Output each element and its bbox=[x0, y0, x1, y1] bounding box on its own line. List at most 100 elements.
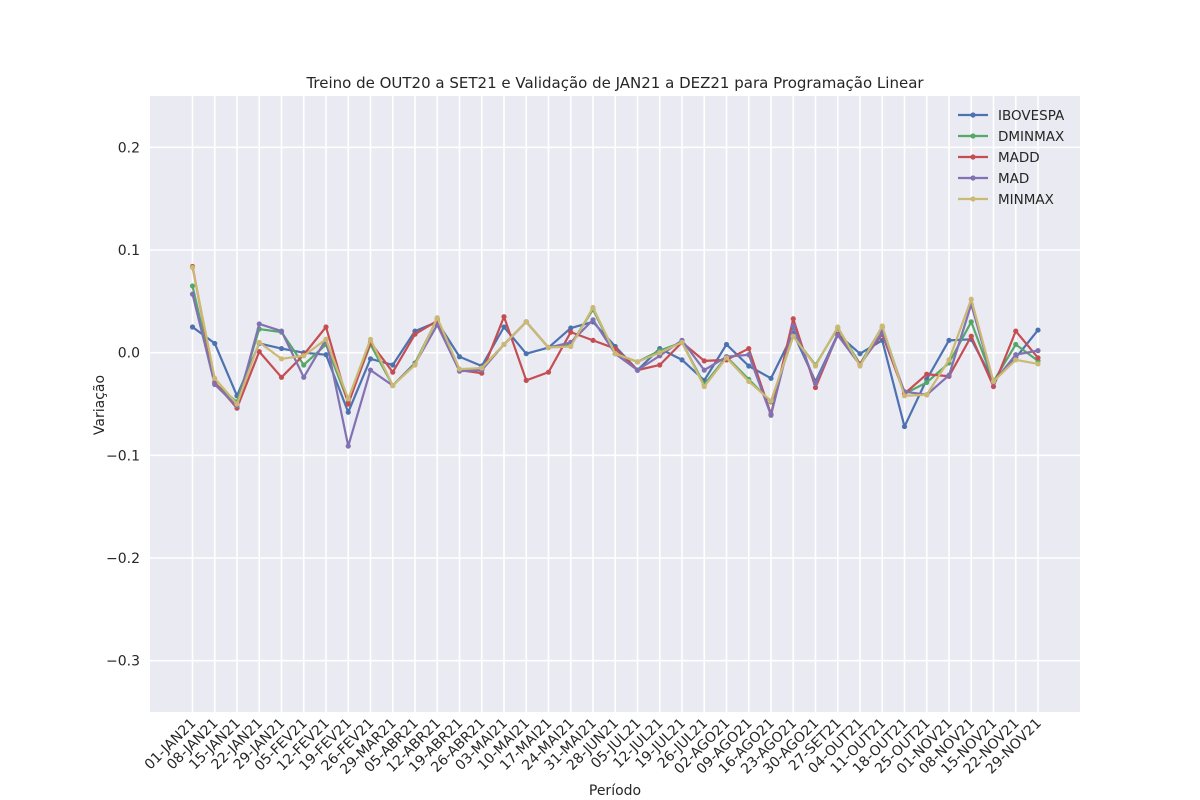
y-tick-label: 0.0 bbox=[118, 346, 140, 362]
data-point bbox=[278, 328, 285, 334]
data-point bbox=[345, 401, 351, 407]
legend-label: MADD bbox=[998, 150, 1040, 166]
data-point bbox=[812, 380, 819, 387]
data-point bbox=[768, 375, 774, 381]
data-point bbox=[768, 398, 774, 404]
data-point bbox=[946, 337, 952, 343]
y-tick-label: −0.3 bbox=[106, 654, 140, 670]
legend-label: MAD bbox=[998, 171, 1029, 187]
legend-marker bbox=[970, 175, 976, 181]
legend-label: MINMAX bbox=[998, 192, 1054, 208]
data-point bbox=[968, 319, 974, 325]
data-point bbox=[212, 340, 218, 347]
data-point bbox=[301, 353, 307, 359]
data-point bbox=[301, 362, 307, 368]
data-point bbox=[234, 401, 240, 407]
data-point bbox=[857, 351, 863, 357]
data-point bbox=[568, 329, 574, 335]
legend-marker bbox=[970, 154, 976, 160]
data-point bbox=[412, 362, 418, 368]
x-axis-ticks: 01-JAN2108-JAN2115-JAN2122-JAN2129-JAN21… bbox=[142, 716, 1045, 778]
y-tick-label: 0.1 bbox=[118, 243, 140, 259]
data-point bbox=[479, 365, 485, 371]
legend-label: DMINMAX bbox=[998, 129, 1064, 145]
data-point bbox=[924, 371, 930, 377]
series-minmax bbox=[189, 264, 1041, 407]
data-point bbox=[901, 393, 908, 399]
legend-marker bbox=[970, 196, 976, 202]
data-point bbox=[790, 323, 796, 329]
data-point bbox=[568, 325, 574, 331]
data-point bbox=[924, 379, 930, 386]
data-point bbox=[768, 412, 774, 418]
legend-item-dminmax: DMINMAX bbox=[958, 129, 1064, 145]
data-point bbox=[1035, 361, 1041, 367]
data-point bbox=[189, 291, 196, 297]
x-axis-label: Período bbox=[589, 783, 641, 799]
data-point bbox=[301, 374, 307, 380]
data-point bbox=[189, 264, 196, 271]
y-axis-label: Variação bbox=[92, 375, 108, 435]
data-point bbox=[278, 374, 285, 380]
data-point bbox=[657, 350, 663, 356]
data-point bbox=[657, 362, 663, 368]
data-point bbox=[323, 336, 329, 342]
y-tick-label: −0.2 bbox=[106, 551, 140, 567]
data-point bbox=[367, 336, 374, 342]
series-lines bbox=[189, 263, 1041, 449]
data-point bbox=[1013, 357, 1019, 363]
data-point bbox=[812, 363, 819, 369]
data-point bbox=[924, 392, 930, 398]
legend-item-ibovespa: IBOVESPA bbox=[958, 108, 1065, 124]
chart-title: Treino de OUT20 a SET21 e Validação de J… bbox=[305, 74, 924, 92]
legend-item-minmax: MINMAX bbox=[958, 192, 1054, 208]
data-point bbox=[1035, 355, 1041, 361]
data-point bbox=[879, 323, 885, 329]
data-point bbox=[523, 319, 529, 325]
data-point bbox=[367, 367, 374, 373]
data-point bbox=[545, 369, 552, 375]
data-point bbox=[189, 324, 196, 330]
data-point bbox=[390, 362, 396, 368]
data-point bbox=[790, 333, 796, 339]
data-point bbox=[746, 363, 752, 369]
data-point bbox=[990, 378, 997, 385]
data-point bbox=[568, 343, 574, 350]
data-point bbox=[189, 283, 196, 289]
data-point bbox=[501, 341, 507, 348]
data-point bbox=[634, 367, 641, 373]
data-point bbox=[701, 367, 707, 373]
data-point bbox=[901, 423, 908, 430]
data-point bbox=[1035, 327, 1041, 333]
data-point bbox=[1013, 328, 1019, 334]
legend-item-madd: MADD bbox=[958, 150, 1040, 166]
data-point bbox=[946, 357, 952, 363]
data-point bbox=[990, 383, 997, 390]
data-point bbox=[545, 344, 552, 351]
data-point bbox=[723, 355, 730, 361]
data-point bbox=[634, 359, 641, 365]
data-point bbox=[590, 317, 596, 323]
data-point bbox=[746, 378, 752, 385]
legend-marker bbox=[970, 112, 976, 118]
legend-item-mad: MAD bbox=[958, 171, 1029, 187]
data-point bbox=[679, 357, 685, 363]
data-point bbox=[857, 363, 863, 369]
data-point bbox=[412, 331, 418, 337]
data-point bbox=[590, 304, 596, 311]
data-point bbox=[323, 324, 329, 330]
data-point bbox=[1035, 348, 1041, 354]
data-point bbox=[345, 396, 351, 402]
data-point bbox=[968, 296, 974, 302]
data-point bbox=[456, 366, 463, 372]
data-point bbox=[835, 324, 841, 330]
data-point bbox=[1013, 341, 1019, 348]
data-point bbox=[723, 341, 730, 348]
data-point bbox=[212, 375, 218, 381]
data-point bbox=[701, 358, 707, 364]
data-point bbox=[434, 322, 440, 328]
data-point bbox=[278, 356, 285, 362]
data-point bbox=[256, 349, 262, 355]
data-point bbox=[812, 384, 819, 391]
data-point bbox=[679, 339, 685, 345]
